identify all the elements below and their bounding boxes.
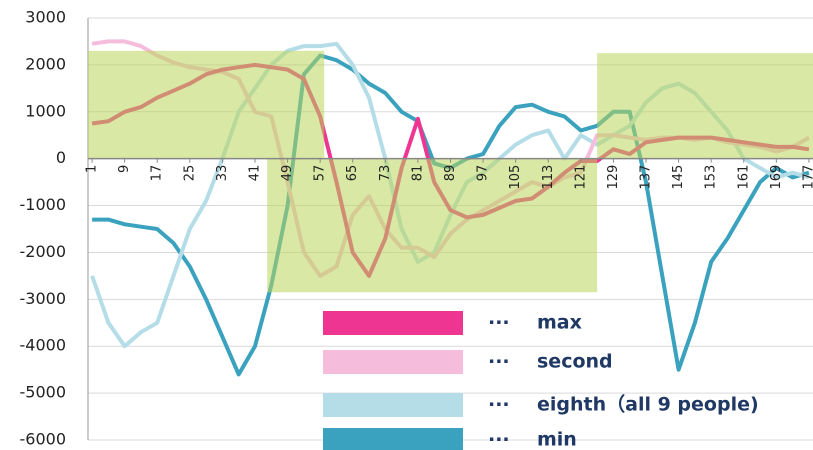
x-tick-label: 33 xyxy=(215,165,230,182)
legend-separator: ··· xyxy=(488,394,510,416)
highlight-region xyxy=(267,158,598,293)
x-tick-label: 25 xyxy=(182,165,197,182)
x-tick-label: 113 xyxy=(541,165,556,190)
legend-label: eighth（all 9 people) xyxy=(537,393,759,416)
y-tick-label: -4000 xyxy=(20,336,67,355)
x-tick-label: 97 xyxy=(476,165,491,182)
legend-separator: ··· xyxy=(488,429,510,450)
y-tick-label: -2000 xyxy=(20,242,67,261)
x-tick-label: 17 xyxy=(150,165,165,182)
legend-separator: ··· xyxy=(488,312,510,334)
y-tick-label: -6000 xyxy=(20,430,67,449)
y-tick-label: -1000 xyxy=(20,195,67,214)
x-tick-label: 1 xyxy=(85,165,100,173)
legend-label: max xyxy=(537,312,582,334)
y-tick-label: 2000 xyxy=(25,54,66,73)
x-tick-label: 81 xyxy=(410,165,425,182)
y-tick-label: 3000 xyxy=(25,8,66,27)
x-tick-label: 161 xyxy=(736,165,751,190)
legend-label: second xyxy=(537,351,613,373)
y-tick-label: 1000 xyxy=(25,101,66,120)
x-tick-label: 65 xyxy=(345,165,360,182)
y-tick-label: -3000 xyxy=(20,289,67,308)
x-tick-label: 9 xyxy=(117,165,132,173)
y-tick-label: 0 xyxy=(56,148,66,167)
x-tick-label: 105 xyxy=(508,165,523,190)
legend-swatch xyxy=(323,428,463,450)
legend-swatch xyxy=(323,311,463,335)
x-tick-label: 89 xyxy=(443,165,458,182)
legend-swatch xyxy=(323,393,463,417)
x-tick-label: 129 xyxy=(606,165,621,190)
x-tick-label: 57 xyxy=(313,165,328,182)
x-tick-label: 137 xyxy=(639,165,654,190)
legend-label: min xyxy=(537,429,577,450)
legend-swatch xyxy=(323,350,463,374)
legend-separator: ··· xyxy=(488,351,510,373)
x-tick-label: 49 xyxy=(280,165,295,182)
x-tick-label: 41 xyxy=(247,165,262,182)
x-tick-label: 177 xyxy=(801,165,813,190)
x-tick-label: 169 xyxy=(769,165,784,190)
highlight-region xyxy=(88,50,325,159)
highlight-region xyxy=(597,53,813,159)
x-tick-label: 145 xyxy=(671,165,686,190)
x-tick-label: 73 xyxy=(378,165,393,182)
x-tick-label: 121 xyxy=(573,165,588,190)
x-tick-label: 153 xyxy=(704,165,719,190)
y-tick-label: -5000 xyxy=(20,383,67,402)
